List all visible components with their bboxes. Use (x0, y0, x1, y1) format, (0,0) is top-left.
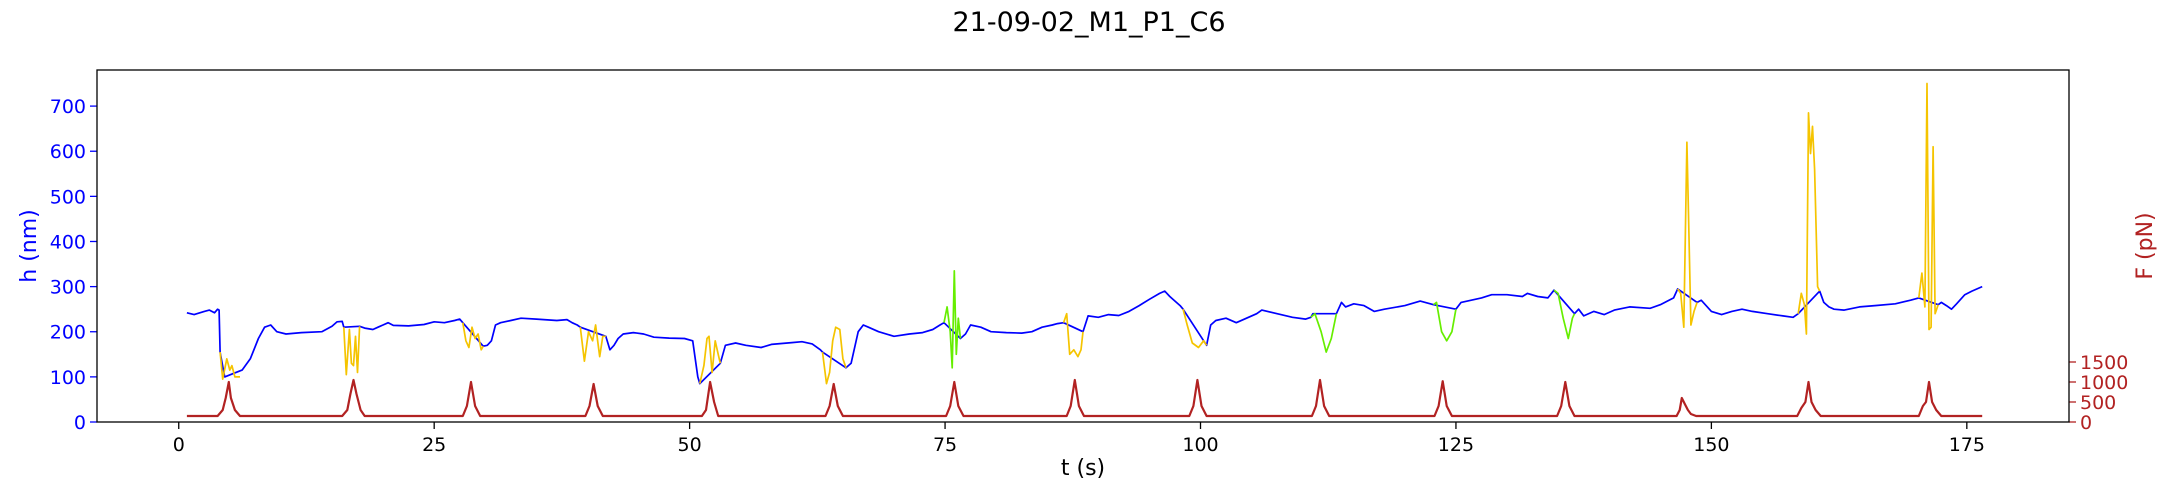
y-left-tick-label: 100 (50, 367, 86, 389)
y-left-tick-label: 300 (50, 277, 86, 299)
y-left-tick-label: 400 (50, 231, 86, 253)
y-left-tick-label: 500 (50, 186, 86, 208)
x-tick-label: 175 (1949, 434, 1985, 456)
y-left-tick-label: 600 (50, 141, 86, 163)
chart-title: 21-09-02_M1_P1_C6 (952, 7, 1225, 38)
y-right-tick-label: 0 (2080, 412, 2092, 434)
contact-segment-green-11 (1432, 301, 1457, 342)
height-trace-0 (186, 285, 1983, 385)
x-tick-label: 0 (173, 434, 185, 456)
x-tick-label: 75 (933, 434, 957, 456)
contact-segment-yellow-14 (1797, 112, 1821, 335)
x-axis-label: t (s) (1061, 456, 1105, 481)
contact-segment-green-12 (1553, 289, 1576, 340)
x-tick-label: 125 (1438, 434, 1474, 456)
y-left-tick-label: 700 (50, 96, 86, 118)
contact-segment-yellow-4 (579, 324, 606, 362)
contact-segment-yellow-8 (1062, 312, 1084, 358)
contact-segment-yellow-9 (1182, 308, 1208, 349)
contact-segment-yellow-5 (698, 335, 722, 384)
y-right-tick-label: 1000 (2080, 372, 2128, 394)
contact-segment-yellow-3 (461, 322, 484, 351)
contact-segment-yellow-6 (821, 326, 847, 385)
y-right-tick-label: 1500 (2080, 352, 2128, 374)
y-axis-left-label: h (nm) (17, 209, 42, 282)
y-left-tick-label: 0 (74, 412, 86, 434)
x-tick-label: 25 (422, 434, 446, 456)
y-axis-right-label: F (pN) (2133, 212, 2158, 279)
y-left-tick-label: 200 (50, 322, 86, 344)
axes: 0 25 50 75 100 125 150 175 0 100 200 300 400 500 600 70… (50, 96, 2129, 456)
x-tick-label: 150 (1693, 434, 1729, 456)
x-tick-label: 50 (678, 434, 702, 456)
plot-frame (96, 69, 2070, 423)
contact-segment-green-10 (1310, 312, 1338, 353)
contact-segment-yellow-13 (1676, 141, 1698, 329)
contact-segment-yellow-1 (219, 352, 240, 380)
contact-segment-yellow-2 (342, 326, 361, 376)
y-right-tick-label: 500 (2080, 392, 2116, 414)
contact-segment-green-7 (943, 269, 962, 369)
x-tick-label: 100 (1182, 434, 1218, 456)
contact-segment-yellow-15 (1917, 82, 1940, 331)
series-layer (186, 82, 1983, 418)
force-trace-16 (186, 378, 1983, 418)
